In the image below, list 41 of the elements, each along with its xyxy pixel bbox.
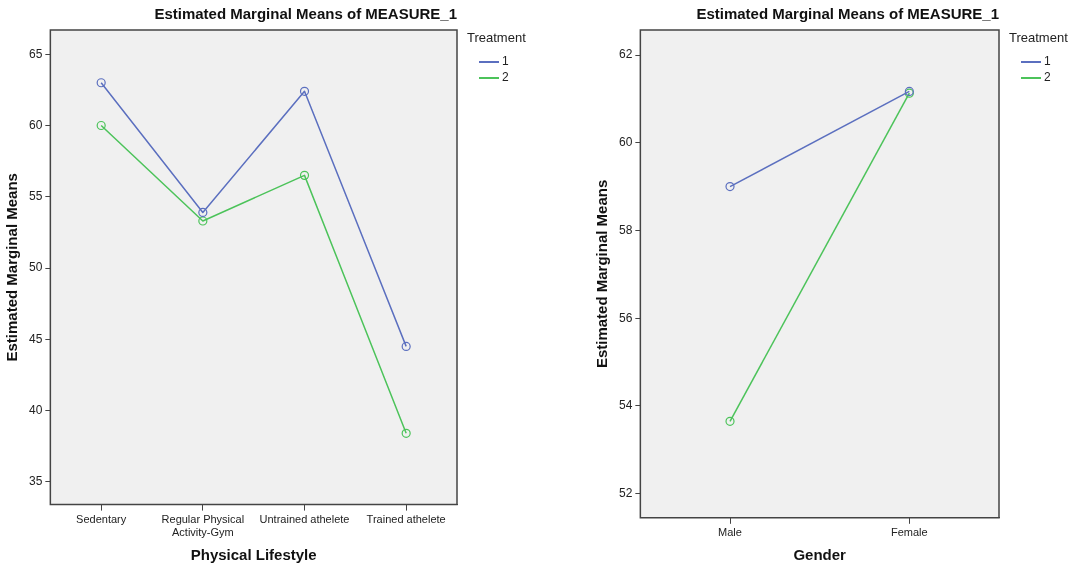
y-tick-label: 54	[618, 398, 633, 413]
legend-label: 1	[502, 54, 509, 69]
y-axis-title: Estimated Marginal Means	[3, 173, 21, 362]
point	[96, 78, 106, 88]
x-axis-title: Gender	[793, 546, 847, 564]
y-tick-label: 62	[618, 47, 633, 62]
chart-title: Estimated Marginal Means of MEASURE_1	[696, 5, 999, 23]
x-tick-label: Female	[890, 526, 928, 539]
point	[725, 416, 735, 426]
point	[299, 86, 310, 96]
x-axis-title: Physical Lifestyle	[190, 546, 317, 564]
legend-title: Treatment	[467, 29, 527, 45]
y-tick-label: 55	[28, 189, 43, 204]
y-tick-label: 60	[28, 117, 43, 132]
y-tick-label: 60	[618, 135, 633, 150]
x-tick-label: Trained athelete	[366, 513, 446, 526]
point	[299, 170, 310, 180]
point	[198, 216, 208, 226]
point	[725, 182, 735, 192]
y-tick-label: 58	[618, 222, 633, 237]
point	[401, 341, 411, 351]
x-tick-label: Male	[718, 526, 742, 539]
point	[401, 428, 411, 438]
legend-label: 2	[1044, 70, 1051, 85]
x-tick-label: Sedentary	[76, 513, 127, 526]
y-tick-label: 50	[28, 260, 43, 275]
legend-title: Treatment	[1009, 29, 1069, 45]
legend-label: 1	[1044, 54, 1051, 69]
chart-title: Estimated Marginal Means of MEASURE_1	[154, 5, 457, 23]
y-tick-label: 35	[28, 474, 43, 489]
y-tick-label: 45	[28, 331, 43, 346]
x-tick-label: Regular Physical Activity-Gym	[161, 513, 245, 539]
y-tick-label: 52	[618, 485, 633, 500]
y-tick-label: 40	[28, 402, 43, 417]
y-axis-title: Estimated Marginal Means	[593, 179, 611, 369]
x-tick-label: Untrained athelete	[259, 513, 350, 526]
legend-label: 2	[502, 70, 509, 85]
y-tick-label: 65	[28, 46, 43, 61]
point	[198, 207, 208, 218]
y-tick-label: 56	[618, 310, 633, 325]
point	[96, 120, 106, 131]
